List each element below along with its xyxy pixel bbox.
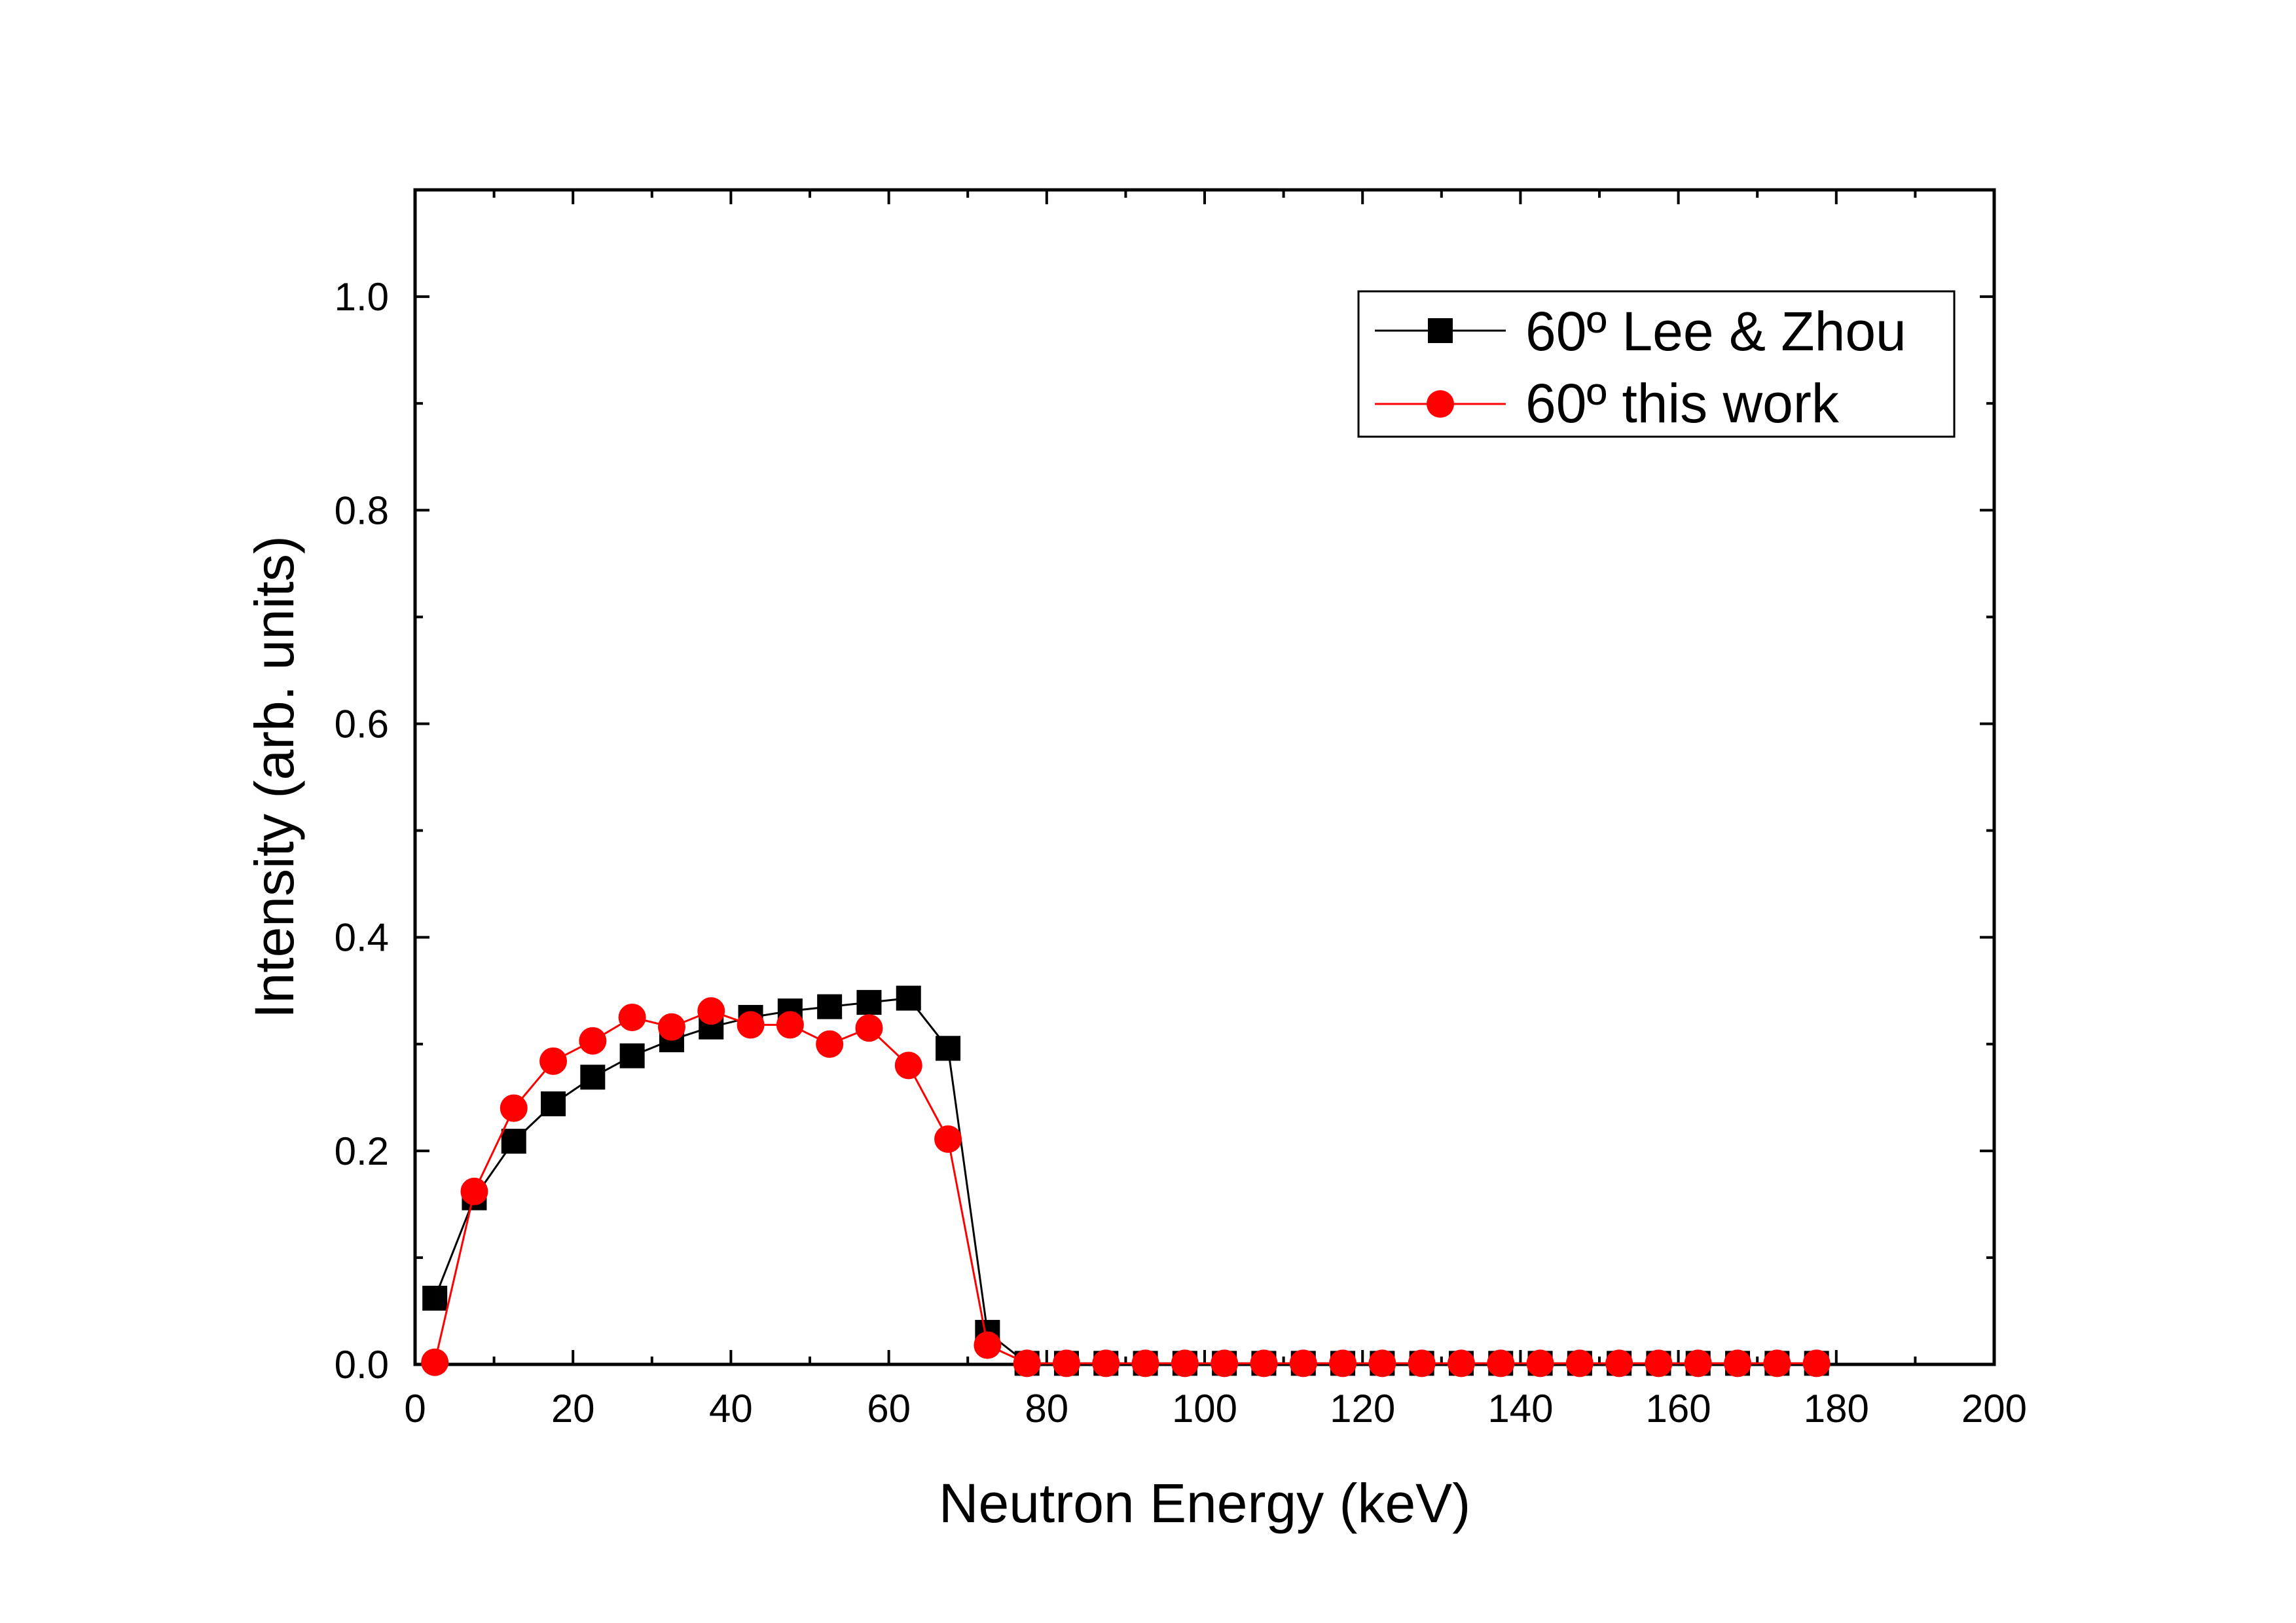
x-tick-label: 0 <box>404 1387 426 1431</box>
y-tick-label: 0.8 <box>335 488 389 532</box>
data-point <box>856 990 882 1015</box>
legend-label-this-work: 60º this work <box>1525 373 1840 434</box>
x-tick-labels: 0 20 40 60 80 100 120 140 160 180 200 <box>404 1387 2027 1431</box>
legend-box <box>1357 290 1956 438</box>
data-point <box>619 1043 645 1068</box>
data-point <box>1802 1349 1831 1377</box>
x-tick-label: 160 <box>1646 1387 1711 1431</box>
data-point <box>657 1013 685 1041</box>
y-tick-label: 0.4 <box>335 916 389 960</box>
data-point <box>896 985 921 1011</box>
data-point <box>855 1014 883 1042</box>
data-point <box>500 1094 528 1122</box>
axis-ticks <box>414 189 1995 1366</box>
data-point <box>1684 1349 1712 1377</box>
series-0 <box>422 985 1829 1376</box>
x-tick-label: 60 <box>867 1387 911 1431</box>
data-point <box>1289 1349 1317 1377</box>
data-point <box>618 1003 646 1031</box>
y-tick-label: 0.6 <box>335 702 389 746</box>
legend-marker-this-work <box>1427 390 1454 418</box>
data-point <box>1131 1349 1159 1377</box>
y-tick-label: 1.0 <box>335 275 389 319</box>
x-axis-title: Neutron Energy (keV) <box>939 1472 1470 1534</box>
data-point <box>501 1129 526 1154</box>
y-tick-label: 0.0 <box>335 1343 389 1387</box>
data-point <box>1447 1349 1475 1377</box>
series-1 <box>421 997 1831 1377</box>
data-point <box>1724 1349 1752 1377</box>
data-point <box>1250 1349 1278 1377</box>
data-point <box>934 1125 962 1153</box>
x-tick-label: 40 <box>709 1387 753 1431</box>
y-axis-title: Intensity (arb. units) <box>244 536 305 1019</box>
x-tick-label: 180 <box>1804 1387 1869 1431</box>
data-point <box>1487 1349 1515 1377</box>
x-tick-label: 80 <box>1025 1387 1068 1431</box>
legend-label-lee-zhou: 60º Lee & Zhou <box>1525 301 1906 362</box>
data-point <box>737 1011 765 1039</box>
data-point <box>974 1331 1002 1359</box>
data-point <box>541 1091 566 1117</box>
data-point <box>460 1177 488 1205</box>
data-point <box>1408 1349 1436 1377</box>
data-point <box>1171 1349 1199 1377</box>
data-point <box>421 1348 449 1376</box>
x-tick-label: 100 <box>1172 1387 1237 1431</box>
data-point <box>1013 1349 1041 1377</box>
data-point <box>1605 1349 1633 1377</box>
data-point <box>1645 1349 1673 1377</box>
data-point <box>579 1027 607 1055</box>
legend: 60º Lee & Zhou 60º this work <box>1357 290 1956 438</box>
data-point <box>1763 1349 1791 1377</box>
y-tick-labels: 0.0 0.2 0.4 0.6 0.8 1.0 <box>335 275 389 1387</box>
data-point <box>816 1030 844 1058</box>
data-point <box>776 1011 804 1039</box>
data-point <box>894 1051 922 1080</box>
legend-marker-lee-zhou <box>1428 318 1453 343</box>
data-point <box>580 1065 606 1090</box>
data-point <box>936 1036 961 1061</box>
data-point <box>1526 1349 1554 1377</box>
series-layer <box>421 985 1831 1377</box>
data-point <box>1368 1349 1396 1377</box>
data-point <box>1329 1349 1357 1377</box>
y-tick-label: 0.2 <box>335 1129 389 1173</box>
x-tick-label: 120 <box>1330 1387 1395 1431</box>
data-point <box>1052 1349 1080 1377</box>
data-point <box>1565 1349 1594 1377</box>
x-tick-label: 20 <box>551 1387 595 1431</box>
data-point <box>1211 1349 1239 1377</box>
data-point <box>422 1285 448 1311</box>
x-tick-label: 200 <box>1961 1387 2027 1431</box>
data-point <box>817 994 843 1019</box>
data-point <box>1092 1349 1120 1377</box>
x-tick-label: 140 <box>1487 1387 1553 1431</box>
data-point <box>697 997 725 1025</box>
data-point <box>539 1047 568 1075</box>
